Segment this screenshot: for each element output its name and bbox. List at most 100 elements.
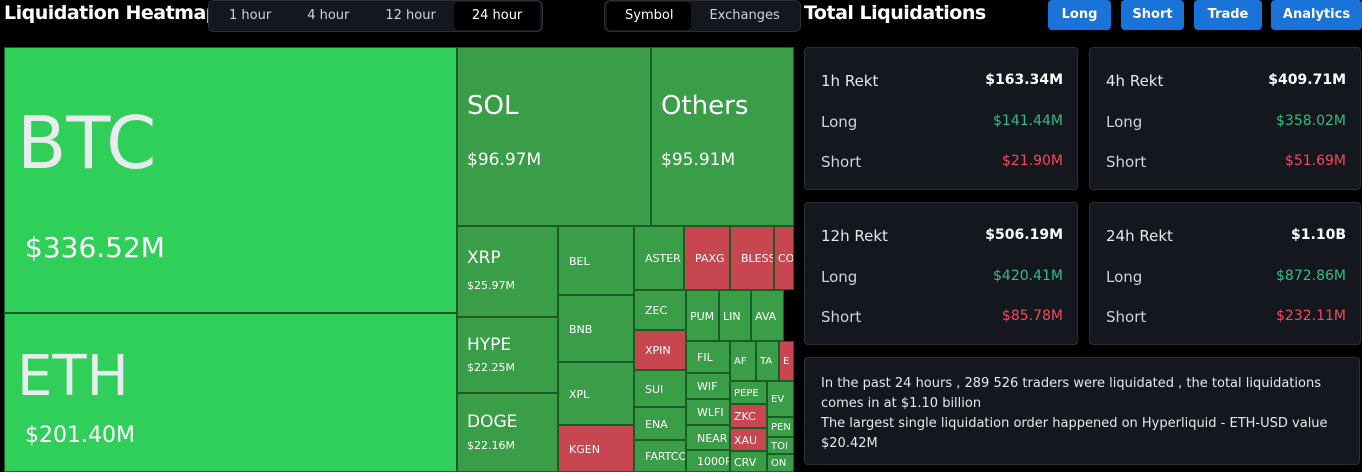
card-row: Long $358.02M	[1106, 113, 1346, 131]
tab[interactable]: 24 hour	[453, 2, 541, 30]
row-label: Long	[1106, 268, 1143, 286]
row-label: Short	[1106, 308, 1147, 326]
row-label: Short	[821, 308, 862, 326]
tile-symbol: ENA	[645, 417, 668, 431]
heatmap-tile[interactable]: ZEC	[634, 290, 686, 330]
card-total: $409.71M	[1268, 72, 1346, 88]
tab[interactable]: Exchanges	[709, 8, 780, 23]
heatmap-tile[interactable]: ZKC	[730, 404, 767, 428]
tile-symbol: WIF	[697, 380, 718, 393]
heatmap-tile[interactable]: WIF	[686, 373, 730, 399]
row-value: $872.86M	[1276, 268, 1346, 284]
heatmap-tile[interactable]: Others $95.91M	[651, 47, 794, 226]
view-tabs: Symbol Exchanges	[604, 0, 801, 32]
heatmap-tile[interactable]: XRP $25.97M	[457, 226, 558, 317]
card-title: 1h Rekt	[821, 72, 879, 90]
card-total: $163.34M	[985, 72, 1063, 88]
tile-symbol: WLFI	[697, 406, 724, 419]
card-row: Long $872.86M	[1106, 268, 1346, 286]
heatmap-tile[interactable]: AF	[730, 341, 756, 381]
heatmap-tile[interactable]: ASTER	[634, 226, 684, 290]
heatmap-tile[interactable]: DOGE $22.16M	[457, 393, 558, 472]
heatmap-tile[interactable]: SUI	[634, 370, 686, 407]
heatmap-tile[interactable]: XAU	[730, 428, 767, 451]
tile-value: $25.97M	[467, 278, 515, 292]
heatmap-tile[interactable]: WLFI	[686, 399, 730, 425]
button[interactable]: Trade	[1194, 0, 1262, 30]
card-header: 4h Rekt $409.71M	[1106, 72, 1346, 90]
tile-symbol: E	[783, 356, 790, 367]
tile-symbol: BTC	[17, 100, 157, 185]
tile-symbol: ON	[771, 458, 787, 469]
tile-symbol: KGEN	[569, 442, 600, 456]
heatmap-tile[interactable]: PEPE	[730, 381, 767, 404]
heatmap-tile[interactable]: XPL	[558, 362, 634, 425]
tile-symbol: SUI	[645, 382, 664, 396]
card-row: Long $420.41M	[821, 268, 1063, 286]
heatmap-tile[interactable]: KGEN	[558, 425, 634, 472]
heatmap-tile[interactable]: FIL	[686, 341, 730, 373]
tile-symbol: 1000P	[697, 455, 730, 468]
heatmap-tile[interactable]: NEAR	[686, 425, 730, 450]
tile-symbol: XPIN	[645, 344, 671, 357]
card-header: 12h Rekt $506.19M	[821, 227, 1063, 245]
card-row: Long $141.44M	[821, 113, 1063, 131]
heatmap-tile[interactable]: LIN	[719, 290, 751, 341]
button[interactable]: Analytics	[1271, 0, 1362, 30]
tile-symbol: PUM	[690, 309, 715, 323]
heatmap-title: Liquidation Heatmap	[4, 2, 219, 24]
heatmap-tile[interactable]: 1000P	[686, 450, 730, 472]
heatmap-tile[interactable]: ON	[767, 454, 794, 472]
heatmap-tile[interactable]: HYPE $22.25M	[457, 317, 558, 393]
heatmap-tile[interactable]: FARTCO	[634, 440, 686, 472]
heatmap-tile[interactable]: BTC $336.52M	[4, 47, 457, 313]
tab[interactable]: 12 hour	[385, 8, 436, 23]
heatmap-tile[interactable]: BNB	[558, 295, 634, 362]
heatmap-tile[interactable]: TA	[756, 341, 779, 381]
heatmap-tile[interactable]: AVA	[751, 290, 784, 341]
heatmap-tile[interactable]: BEL	[558, 226, 634, 295]
heatmap-tile[interactable]: ENA	[634, 407, 686, 440]
row-label: Short	[821, 153, 862, 171]
row-label: Long	[1106, 113, 1143, 131]
heatmap-tile[interactable]: PEN	[767, 417, 794, 437]
heatmap-tile[interactable]: XPIN	[634, 330, 686, 370]
tab[interactable]: 1 hour	[229, 8, 272, 23]
card-total: $1.10B	[1291, 227, 1346, 243]
tile-symbol: ZKC	[734, 410, 756, 423]
heatmap-tile[interactable]: EV	[767, 381, 794, 417]
tile-symbol: EV	[771, 394, 785, 405]
tile-value: $95.91M	[661, 149, 736, 170]
tile-symbol: XRP	[467, 247, 501, 268]
button[interactable]: Short	[1121, 0, 1184, 30]
row-value: $420.41M	[993, 268, 1063, 284]
tile-symbol: CRV	[734, 455, 757, 469]
heatmap-tile[interactable]: ETH $201.40M	[4, 313, 457, 472]
tab[interactable]: 4 hour	[307, 8, 350, 23]
tile-symbol: BNB	[569, 322, 593, 336]
row-value: $51.69M	[1284, 153, 1346, 169]
tile-symbol: PEN	[771, 422, 791, 433]
card-row: Short $51.69M	[1106, 153, 1346, 171]
heatmap-tile[interactable]: CO	[774, 226, 794, 290]
tile-symbol: XPL	[569, 387, 590, 401]
row-value: $358.02M	[1276, 113, 1346, 129]
heatmap-tile[interactable]: BLESS	[730, 226, 774, 290]
tile-symbol: LIN	[723, 309, 741, 323]
tile-symbol: CO	[778, 252, 794, 265]
tile-symbol: ZEC	[645, 304, 668, 317]
heatmap-tile[interactable]: PAXG	[684, 226, 730, 290]
rekt-card: 4h Rekt $409.71M Long $358.02M Short $51.69M	[1089, 47, 1361, 190]
heatmap-tile[interactable]: CRV	[730, 451, 767, 472]
tab[interactable]: Symbol	[607, 2, 692, 30]
heatmap-tile[interactable]: PUM	[686, 290, 719, 341]
button[interactable]: Long	[1048, 0, 1111, 30]
row-label: Short	[1106, 153, 1147, 171]
tile-symbol: TA	[760, 356, 773, 367]
card-title: 4h Rekt	[1106, 72, 1164, 90]
summary-line: In the past 24 hours , 289 526 traders w…	[821, 376, 1321, 411]
heatmap-tile[interactable]: TOI	[767, 437, 794, 454]
card-row: Short $232.11M	[1106, 308, 1346, 326]
heatmap-tile[interactable]: SOL $96.97M	[457, 47, 651, 226]
heatmap-tile[interactable]: E	[779, 341, 794, 381]
